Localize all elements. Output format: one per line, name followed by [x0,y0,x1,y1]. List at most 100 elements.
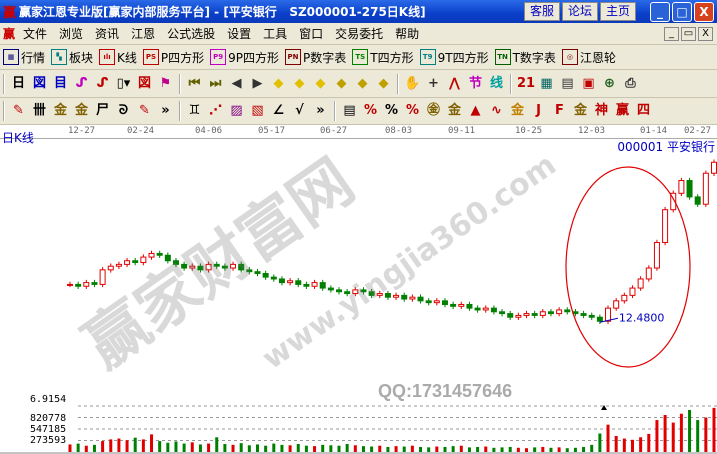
toolbar-ts-button[interactable]: TS T四方形 [352,49,414,66]
overlay-icon[interactable]: 図 [137,75,151,91]
zoom-out-icon[interactable]: ◆ [378,75,389,91]
left-diamond-icon[interactable]: ◆ [273,75,284,91]
calendar-icon[interactable]: 21 [517,75,536,91]
save-icon[interactable]: ▣ [582,75,595,91]
flag-icon[interactable]: ⚑ [159,75,172,91]
minimize-button[interactable]: _ [650,1,670,22]
gold-lines-icon[interactable]: 金 [447,103,461,118]
network-icon[interactable]: ⊕ [604,75,615,91]
mdi-restore-button[interactable]: ▭ [681,26,696,41]
service-button[interactable]: 客服 [523,2,560,21]
volume-bar [345,444,349,452]
gold-bar-icon[interactable]: 金 [510,103,524,118]
menu-item[interactable]: 公式选股 [167,27,216,41]
forum-button[interactable]: 论坛 [561,2,598,21]
f-angle-icon[interactable]: F [555,103,564,118]
menu-item[interactable]: 窗口 [299,27,324,41]
menu-item[interactable]: 设置 [227,27,252,41]
angle-icon[interactable]: ∠ [272,103,285,118]
gold-line-icon[interactable]: 金 [53,103,67,118]
percent-line-icon[interactable]: % [363,103,378,118]
calculator-icon[interactable]: ▦ [540,75,553,91]
menu-item[interactable]: 帮助 [395,27,420,41]
gold-circle-icon[interactable]: ㊎ [426,103,440,118]
printer-icon[interactable]: ⎙ [625,75,636,91]
menu-item[interactable]: 资讯 [95,27,120,41]
maximize-button[interactable]: □ [672,1,692,22]
box-icon[interactable]: ♊ [188,103,201,118]
report-icon[interactable]: ▤ [561,75,574,91]
toolbar-label: 板块 [69,50,94,65]
god-angle-icon[interactable]: 神 [594,103,608,118]
spiral-icon[interactable]: ᘐ [118,103,129,118]
first-icon[interactable]: ⏮ [188,75,201,91]
v-icon[interactable]: √ [295,103,304,118]
gann-square-icon[interactable]: ▧ [251,103,264,118]
four-angle-icon[interactable]: 四 [636,103,650,118]
fib-icon[interactable]: 尸 [95,103,109,118]
toolbar-pn-button[interactable]: PN P数字表 [285,49,346,66]
wave9-icon[interactable]: ᔑ [96,75,109,91]
more2-icon[interactable]: » [316,103,325,118]
menu-item[interactable]: 浏览 [59,27,84,41]
mdi-minimize-button[interactable]: _ [664,26,679,41]
right-diamond-icon[interactable]: ◆ [294,75,305,91]
home-button[interactable]: 主页 [599,2,636,21]
segment-icon[interactable]: 节 [468,75,482,91]
close-button[interactable]: X [694,1,714,22]
period-day-button[interactable]: 日▾ [11,75,25,98]
title-bar: 赢 赢家江恩专业版[赢家内部服务平台] - [平安银行 SZ000001-275… [0,0,717,23]
toolbar-ps-button[interactable]: PS P四方形 [142,49,204,66]
candle [230,263,237,269]
menu-item[interactable]: 交易委托 [335,27,384,41]
menu-item[interactable]: 文件 [23,27,48,41]
candle [156,252,163,256]
wave3-icon[interactable]: ᔑ [75,75,88,91]
more-icon[interactable]: » [161,103,170,118]
volume-label-3: 820778 [30,413,67,424]
chart-icon[interactable]: 図 [32,75,46,91]
brush-icon[interactable]: ✎ [139,103,150,118]
win-angle-icon[interactable]: 赢 [615,103,629,118]
j-angle-icon[interactable]: J [536,103,541,118]
prev-icon[interactable]: ◀ [231,75,242,91]
cycle-icon[interactable]: 线 [489,75,503,91]
gold-angle-icon[interactable]: 金 [573,103,587,118]
candle [107,265,114,271]
toolbar-label: T四方形 [370,50,414,65]
pen-icon[interactable]: ✎ [13,103,24,118]
fan-icon[interactable]: ⋰ [209,103,222,118]
last-icon[interactable]: ⏭ [209,75,222,91]
marker-icon[interactable]: ▲ [470,103,481,118]
candle-type-icon[interactable]: ▯▾ [116,75,131,91]
next-icon[interactable]: ▶ [252,75,263,91]
zoom-in-icon[interactable]: ◆ [357,75,368,91]
toolbar-p9-button[interactable]: P9 9P四方形 [210,49,279,66]
toolbar-tn-button[interactable]: TN T数字表 [494,49,556,66]
gann-box-icon[interactable]: ▨ [230,103,243,118]
shrink-icon[interactable]: ◆ [336,75,347,91]
wave-icon[interactable]: ∿ [491,103,502,118]
hand-icon[interactable]: ✋ [404,75,421,91]
percent-icon[interactable]: % [384,103,399,118]
line-icon[interactable]: ⋀ [449,75,460,91]
toolbar-t9-button[interactable]: T9 9T四方形 [419,49,489,66]
menu-item[interactable]: 工具 [263,27,288,41]
gold-line2-icon[interactable]: 金 [74,103,88,118]
toolbar-gann-wheel-button[interactable]: ◎ 江恩轮 [561,49,616,66]
toolbar-candles-button[interactable]: ılı K线 [99,49,137,66]
parallel-icon[interactable]: 卌 [32,103,46,118]
mdi-close-button[interactable]: X [698,26,713,41]
menu-item[interactable]: 江恩 [131,27,156,41]
toolbar-blocks-button[interactable]: ▚ 板块 [51,49,93,66]
volume-bar [696,420,700,452]
notes-icon[interactable]: 目 [53,75,67,91]
crosshair-icon[interactable]: + [428,75,439,91]
toolbar-label: 行情 [21,50,46,65]
toolbar-grid-button[interactable]: ▦ 行情 [3,49,45,66]
app-logo: 赢 [3,6,17,21]
percent-lines-icon[interactable]: % [405,103,420,118]
table-icon[interactable]: ▤ [343,103,356,118]
expand-icon[interactable]: ◆ [315,75,326,91]
